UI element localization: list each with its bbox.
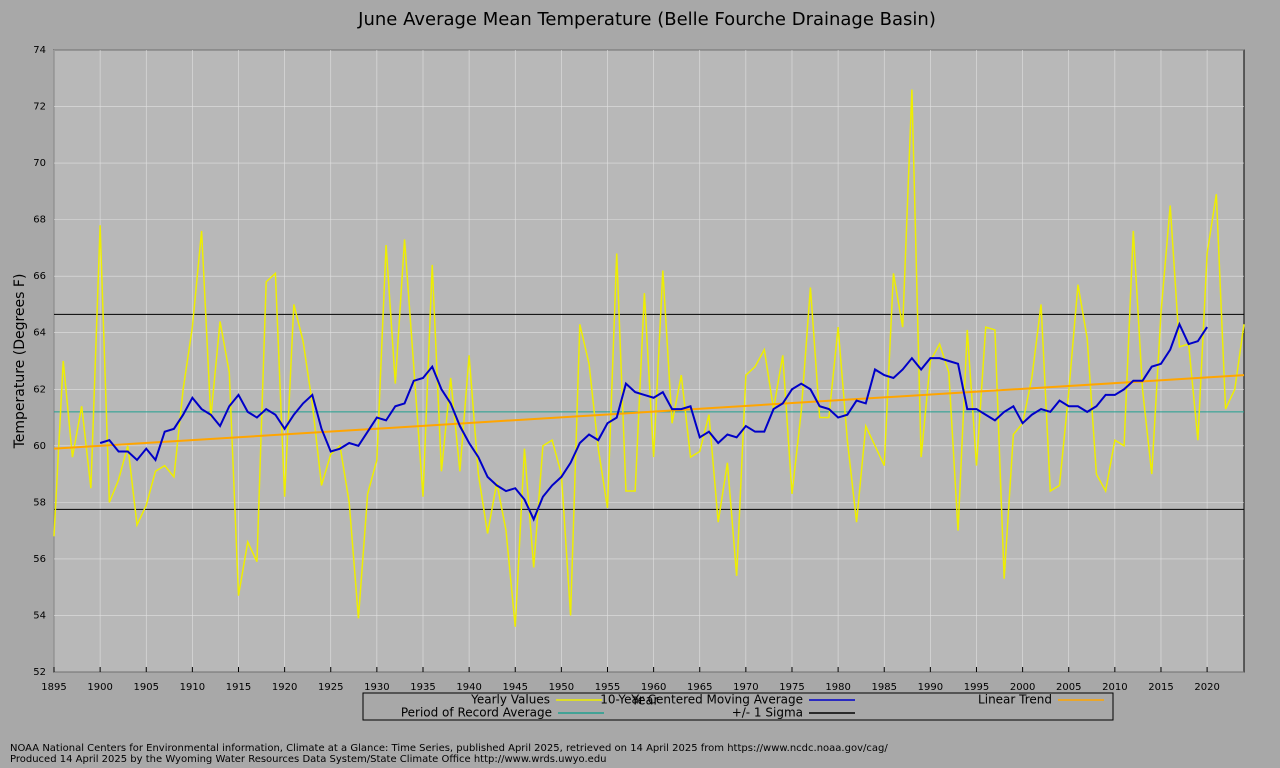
x-tick-label: 1955 bbox=[595, 682, 620, 693]
y-tick-label: 64 bbox=[33, 328, 46, 339]
moving-average-line bbox=[99, 321, 1208, 522]
x-tick-label: 1960 bbox=[641, 682, 666, 693]
y-tick-label: 70 bbox=[33, 158, 46, 169]
x-tick-label: 1930 bbox=[364, 682, 389, 693]
legend-box bbox=[362, 692, 1114, 721]
x-tick-label: 1995 bbox=[964, 682, 989, 693]
x-tick-label: 1965 bbox=[687, 682, 712, 693]
x-tick-label: 1895 bbox=[41, 682, 66, 693]
y-tick-label: 58 bbox=[33, 497, 46, 508]
x-tick-label: 1935 bbox=[410, 682, 435, 693]
x-tick-label: 1925 bbox=[318, 682, 343, 693]
x-tick-label: 1975 bbox=[779, 682, 804, 693]
plot-area bbox=[53, 49, 1245, 673]
x-tick-label: 1990 bbox=[918, 682, 943, 693]
legend-label: Yearly Values bbox=[470, 693, 550, 707]
y-tick-label: 68 bbox=[33, 215, 46, 226]
x-tick-label: 1910 bbox=[180, 682, 205, 693]
x-tick-label: 2015 bbox=[1148, 682, 1173, 693]
y-axis-label: Temperature (Degrees F) bbox=[12, 274, 28, 450]
x-tick-label: 1900 bbox=[87, 682, 112, 693]
x-tick-label: 1945 bbox=[503, 682, 528, 693]
x-tick-label: 2005 bbox=[1056, 682, 1081, 693]
x-tick-label: 2020 bbox=[1194, 682, 1219, 693]
x-tick-label: 1980 bbox=[825, 682, 850, 693]
x-tick-label: 1940 bbox=[456, 682, 481, 693]
footer: NOAA National Centers for Environmental … bbox=[10, 743, 888, 754]
x-tick-label: 2010 bbox=[1102, 682, 1127, 693]
y-tick-label: 66 bbox=[33, 271, 46, 282]
x-tick-label: 2000 bbox=[1010, 682, 1035, 693]
y-tick-label: 56 bbox=[33, 554, 46, 565]
x-tick-label: 1950 bbox=[549, 682, 574, 693]
y-tick-label: 54 bbox=[33, 610, 46, 621]
y-tick-label: 60 bbox=[33, 441, 46, 452]
x-tick-label: 1905 bbox=[134, 682, 159, 693]
x-tick-label: 1915 bbox=[226, 682, 251, 693]
y-tick-label: 62 bbox=[33, 384, 46, 395]
y-tick-label: 52 bbox=[33, 667, 46, 678]
x-tick-label: 1920 bbox=[272, 682, 297, 693]
x-tick-label: 1970 bbox=[733, 682, 758, 693]
footer: Produced 14 April 2025 by the Wyoming Wa… bbox=[10, 754, 607, 765]
y-tick-label: 72 bbox=[33, 102, 46, 113]
yearly-line bbox=[53, 89, 1245, 627]
legend-label: +/- 1 Sigma bbox=[732, 706, 803, 720]
trend-line bbox=[53, 374, 1245, 450]
chart-title: June Average Mean Temperature (Belle Fou… bbox=[357, 9, 936, 30]
x-axis-label: Year bbox=[630, 694, 659, 709]
legend-label: Period of Record Average bbox=[401, 706, 552, 720]
y-tick-label: 74 bbox=[33, 45, 46, 56]
legend-label: 10-Year Centered Moving Average bbox=[600, 693, 803, 707]
x-tick-label: 1985 bbox=[872, 682, 897, 693]
legend-label: Linear Trend bbox=[978, 693, 1052, 707]
